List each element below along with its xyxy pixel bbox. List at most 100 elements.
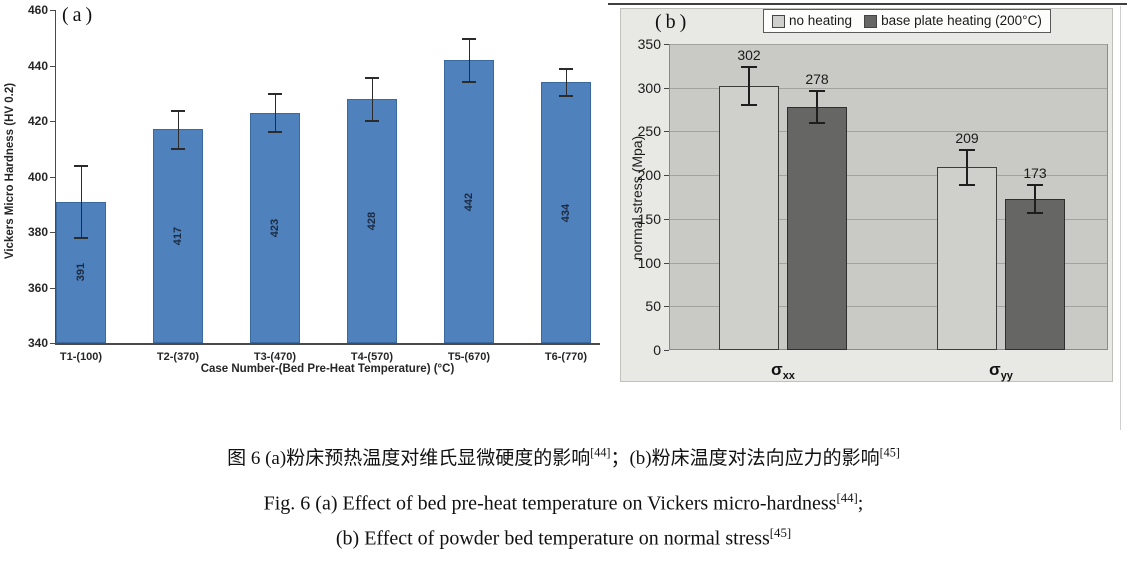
chart-b-y-tick-mark xyxy=(664,218,669,220)
chart-b-y-tick-label: 100 xyxy=(637,254,661,271)
bar-base plate heating (200°C)-1 xyxy=(1005,198,1065,350)
error-bar-cap-bottom xyxy=(1027,211,1043,214)
bar-value-label: 278 xyxy=(805,71,829,88)
error-bar-cap-top xyxy=(559,68,573,71)
chart-a-y-tick-mark xyxy=(50,10,55,11)
chart-b-y-tick-mark xyxy=(664,87,669,89)
chart-a-x-axis-title: Case Number-(Bed Pre-Heat Temperature) (… xyxy=(200,363,455,375)
caption-en2-ref: [45] xyxy=(769,526,792,540)
legend-label: base plate heating (200°C) xyxy=(881,13,1042,28)
chart-a-y-tick-mark xyxy=(50,232,55,233)
sigma-subscript: xx xyxy=(782,370,795,383)
caption-zh-ref1: [44] xyxy=(590,445,611,460)
chart-a-x-tick-label: T2-(370) xyxy=(156,351,200,363)
right-border-rule xyxy=(1120,6,1121,430)
chart-a-y-tick-label: 440 xyxy=(27,58,48,73)
chart-b-y-tick-mark xyxy=(664,306,669,308)
bar-no heating-1 xyxy=(937,167,997,350)
error-bar-cap-top xyxy=(268,93,282,96)
sigma-symbol: σ xyxy=(771,360,783,379)
chart-a-x-tick-label: T6-(770) xyxy=(544,351,588,363)
bar-value-label: 391 xyxy=(75,263,87,282)
error-bar-cap-bottom xyxy=(809,121,825,124)
chart-a-y-tick-label: 400 xyxy=(27,169,48,184)
panel-b-label: (b) xyxy=(655,11,691,33)
chart-b-x-tick-label: σxx xyxy=(743,360,823,382)
chart-b-y-axis-title: normal stress (Mpa) xyxy=(629,135,645,261)
gridline xyxy=(670,87,1107,89)
chart-a-x-tick-label: T4-(570) xyxy=(350,351,394,363)
error-bar-cap-top xyxy=(462,37,476,40)
chart-b-legend: no heating base plate heating (200°C) xyxy=(763,9,1051,33)
chart-b-y-tick-label: 350 xyxy=(637,36,661,52)
error-bar-cap-bottom xyxy=(741,104,757,107)
error-bar-cap-top xyxy=(171,109,185,112)
chart-a-vickers-hardness: (a) Vickers Micro Hardness (HV 0.2) Case… xyxy=(0,0,608,436)
chart-a-y-tick-label: 420 xyxy=(27,114,48,128)
bar-value-label: 173 xyxy=(1023,164,1047,181)
gridline xyxy=(670,262,1107,264)
bar-value-label: 302 xyxy=(737,46,761,63)
gridline xyxy=(670,131,1107,133)
chart-b-y-tick-mark xyxy=(664,262,669,264)
error-bar-cap-bottom xyxy=(365,120,379,122)
gridline xyxy=(670,175,1107,177)
chart-a-y-tick-mark xyxy=(50,121,55,122)
chart-b-normal-stress: (b) normal stress (Mpa) no heating base p… xyxy=(620,8,1113,382)
error-bar-line xyxy=(80,165,82,238)
sigma-subscript: yy xyxy=(1000,370,1013,383)
caption-english-line1: Fig. 6 (a) Effect of bed pre-heat temper… xyxy=(0,491,1127,516)
bar-value-label: 417 xyxy=(172,227,184,246)
bar-value-label: 209 xyxy=(955,129,979,146)
error-bar-line xyxy=(468,37,470,83)
legend-swatch xyxy=(864,14,878,28)
chart-a-x-tick-label: T3-(470) xyxy=(253,351,297,363)
chart-b-y-tick-label: 0 xyxy=(653,342,661,358)
caption-en1-part2: ; xyxy=(857,492,864,515)
chart-a-y-tick-label: 380 xyxy=(27,225,48,239)
chart-a-y-axis-line xyxy=(55,10,56,343)
bar-value-label: 423 xyxy=(269,218,281,237)
error-bar-cap-top xyxy=(809,90,825,93)
chart-b-y-tick-label: 150 xyxy=(637,210,661,227)
caption-en1-part1: Fig. 6 (a) Effect of bed pre-heat temper… xyxy=(263,492,837,515)
caption-chinese: 图 6 (a)粉床预热温度对维氏显微硬度的影响[44]；(b)粉床温度对法向应力… xyxy=(0,443,1127,470)
bar-T4-(570) xyxy=(347,98,397,343)
chart-b-y-tick-mark xyxy=(664,175,669,177)
error-bar-line xyxy=(748,65,750,107)
chart-a-x-axis-line xyxy=(55,343,600,345)
caption-zh-ref2: [45] xyxy=(879,445,900,460)
bar-base plate heating (200°C)-0 xyxy=(787,106,847,350)
error-bar-cap-top xyxy=(1027,183,1043,186)
error-bar-cap-bottom xyxy=(74,236,88,239)
chart-b-y-tick-mark xyxy=(664,44,669,45)
bar-T6-(770) xyxy=(541,82,591,343)
chart-a-y-tick-label: 360 xyxy=(27,280,48,295)
gridline xyxy=(670,218,1107,220)
error-bar-cap-bottom xyxy=(959,183,975,186)
chart-a-y-tick-mark xyxy=(50,287,55,289)
caption-en2-part1: (b) Effect of powder bed temperature on … xyxy=(335,527,770,550)
error-bar-cap-top xyxy=(959,148,975,151)
chart-b-y-tick-label: 50 xyxy=(645,298,661,315)
error-bar-cap-top xyxy=(365,76,379,79)
error-bar-cap-top xyxy=(74,165,88,168)
error-bar-line xyxy=(565,68,567,96)
chart-b-y-tick-label: 300 xyxy=(637,79,661,96)
error-bar-cap-top xyxy=(741,65,757,68)
chart-a-x-tick-label: T1-(100) xyxy=(59,351,103,363)
error-bar-line xyxy=(371,76,373,121)
chart-a-y-tick-label: 460 xyxy=(27,3,48,17)
bar-T5-(670) xyxy=(444,59,494,343)
chart-b-y-tick-mark xyxy=(664,350,669,351)
error-bar-cap-bottom xyxy=(462,81,476,84)
chart-b-y-tick-label: 250 xyxy=(637,123,661,140)
legend-swatch xyxy=(772,14,785,28)
bar-T2-(370) xyxy=(153,129,203,343)
error-bar-line xyxy=(816,90,818,124)
legend-item: base plate heating (200°C) xyxy=(864,13,1042,29)
error-bar-line xyxy=(177,109,179,149)
chart-a-y-tick-mark xyxy=(50,176,55,178)
sigma-symbol: σ xyxy=(989,360,1001,379)
